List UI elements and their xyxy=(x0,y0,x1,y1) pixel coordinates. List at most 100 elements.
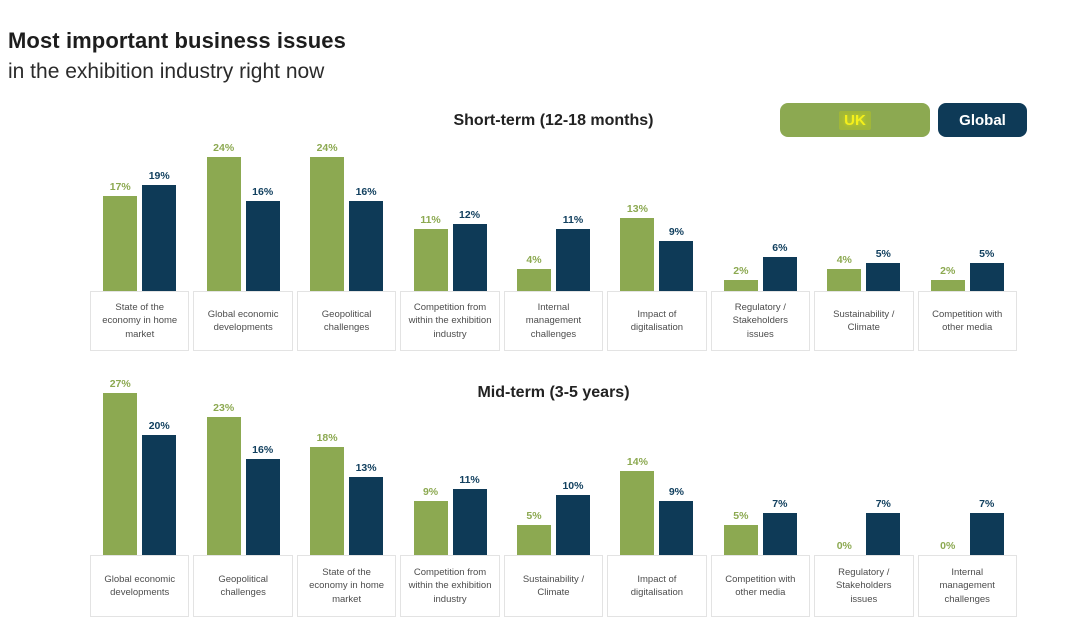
global-bar xyxy=(555,229,590,291)
bar-value-label: 2% xyxy=(940,264,956,277)
category-label: Impact of digitalisation xyxy=(607,555,707,617)
bar-value-label: 27% xyxy=(109,378,131,390)
bar-value-label: 24% xyxy=(213,141,235,154)
uk-bar xyxy=(620,471,655,555)
bar-value-label: 23% xyxy=(213,402,235,414)
bar-value-label: 6% xyxy=(772,242,788,255)
mid-term-category-labels: Global economic developments Geopolitical… xyxy=(88,555,1019,617)
global-bar xyxy=(762,513,797,555)
bar-group: 24% 16% xyxy=(191,139,294,291)
bar-value-label: 18% xyxy=(316,432,338,444)
uk-bar-wrap: 5% xyxy=(723,510,758,555)
uk-bar xyxy=(413,229,448,291)
uk-bar xyxy=(103,393,138,555)
bar-value-label: 10% xyxy=(562,480,584,492)
global-bar xyxy=(245,459,280,555)
bar-group: 2% 5% xyxy=(916,139,1019,291)
uk-bar-wrap: 23% xyxy=(206,402,241,555)
bar-value-label: 9% xyxy=(422,486,439,498)
global-bar-wrap: 9% xyxy=(659,226,694,291)
global-bar xyxy=(349,201,384,291)
global-bar xyxy=(659,240,694,291)
category-label: Regulatory / Stakeholders issues xyxy=(814,555,914,617)
uk-bar-wrap: 0% xyxy=(827,540,861,555)
legend: UK Global xyxy=(780,103,1027,137)
mid-term-chart-title: Mid-term (3-5 years) xyxy=(477,384,630,401)
bar-group: 27% 20% xyxy=(88,375,191,555)
bar-value-label: 16% xyxy=(355,186,377,199)
global-bar xyxy=(142,435,177,555)
bar-value-label: 11% xyxy=(459,474,480,486)
category-label: Global economic developments xyxy=(90,555,190,617)
uk-bar-wrap: 4% xyxy=(516,254,551,291)
uk-bar-wrap: 13% xyxy=(620,203,655,291)
global-bar-wrap: 7% xyxy=(969,498,1004,555)
category-label: Internal management challenges xyxy=(503,291,604,351)
short-term-chart-title: Short-term (12-18 months) xyxy=(453,112,654,129)
uk-bar xyxy=(310,447,345,555)
global-bar-wrap: 16% xyxy=(245,444,280,555)
uk-bar-wrap: 5% xyxy=(516,510,551,555)
bar-value-label: 9% xyxy=(668,486,684,498)
category-label: Global economic developments xyxy=(193,291,293,351)
global-bar-wrap: 10% xyxy=(555,480,590,555)
bar-value-label: 17% xyxy=(109,180,131,193)
global-bar-wrap: 20% xyxy=(142,420,177,555)
bar-value-label: 7% xyxy=(979,498,995,510)
category-label: Geopolitical challenges xyxy=(296,291,397,351)
bar-value-label: 5% xyxy=(526,510,542,522)
global-bar xyxy=(245,201,280,291)
category-label: State of the economy in home market xyxy=(90,291,190,351)
uk-bar xyxy=(206,156,241,291)
uk-bar-wrap: 2% xyxy=(930,264,965,291)
bar-group: 5% 10% xyxy=(502,375,605,555)
uk-bar xyxy=(516,525,551,555)
bar-value-label: 20% xyxy=(148,420,170,432)
bar-group: 4% 5% xyxy=(812,139,915,291)
uk-bar xyxy=(310,156,345,291)
legend-global-button[interactable]: Global xyxy=(938,103,1027,137)
global-bar-wrap: 11% xyxy=(452,474,487,555)
bar-value-label: 5% xyxy=(875,248,891,260)
bar-group: 2% 6% xyxy=(709,139,812,291)
global-bar-wrap: 12% xyxy=(452,209,487,291)
uk-bar xyxy=(413,501,448,555)
uk-bar-wrap: 0% xyxy=(931,540,965,555)
category-label: Competition with other media xyxy=(710,555,811,617)
global-bar-wrap: 13% xyxy=(349,462,384,555)
uk-bar-wrap: 4% xyxy=(827,253,862,291)
uk-bar-wrap: 2% xyxy=(723,265,758,291)
global-bar xyxy=(555,495,590,555)
bar-value-label: 19% xyxy=(148,169,170,182)
uk-bar xyxy=(206,417,241,555)
category-label: State of the economy in home market xyxy=(296,555,397,617)
category-label: Geopolitical challenges xyxy=(193,555,293,617)
uk-bar xyxy=(723,279,758,291)
global-bar-wrap: 16% xyxy=(245,186,280,291)
bar-group: 18% 13% xyxy=(295,375,398,555)
bar-group: 14% 9% xyxy=(605,375,708,555)
bar-value-label: 5% xyxy=(733,510,749,522)
bar-value-label: 16% xyxy=(252,444,274,456)
bar-value-label: 7% xyxy=(772,498,788,510)
uk-bar xyxy=(930,279,965,291)
category-label: Competition from within the exhibition i… xyxy=(400,291,500,351)
bar-group: 5% 7% xyxy=(709,375,812,555)
uk-bar-wrap: 14% xyxy=(620,456,655,555)
global-bar xyxy=(866,513,901,555)
global-bar xyxy=(452,223,487,291)
page-subtitle: in the exhibition industry right now xyxy=(8,60,325,83)
category-label: Regulatory / Stakeholders issues xyxy=(710,291,811,351)
uk-bar xyxy=(103,195,138,291)
uk-bar-wrap: 24% xyxy=(310,142,345,291)
category-label: Sustainability / Climate xyxy=(503,555,604,617)
page-title: Most important business issues xyxy=(8,28,346,53)
bar-value-label: 4% xyxy=(836,253,852,266)
global-bar-wrap: 16% xyxy=(349,186,384,291)
category-label: Competition with other media xyxy=(917,291,1017,351)
global-bar xyxy=(452,489,487,555)
uk-bar-wrap: 17% xyxy=(103,180,138,291)
legend-uk-button[interactable]: UK xyxy=(780,103,930,137)
short-term-bars: 17% 19% 24% 16% 24% 16% 11% 12% 4% 11% 13% 9% 2% 6% 4%… xyxy=(88,139,1019,291)
